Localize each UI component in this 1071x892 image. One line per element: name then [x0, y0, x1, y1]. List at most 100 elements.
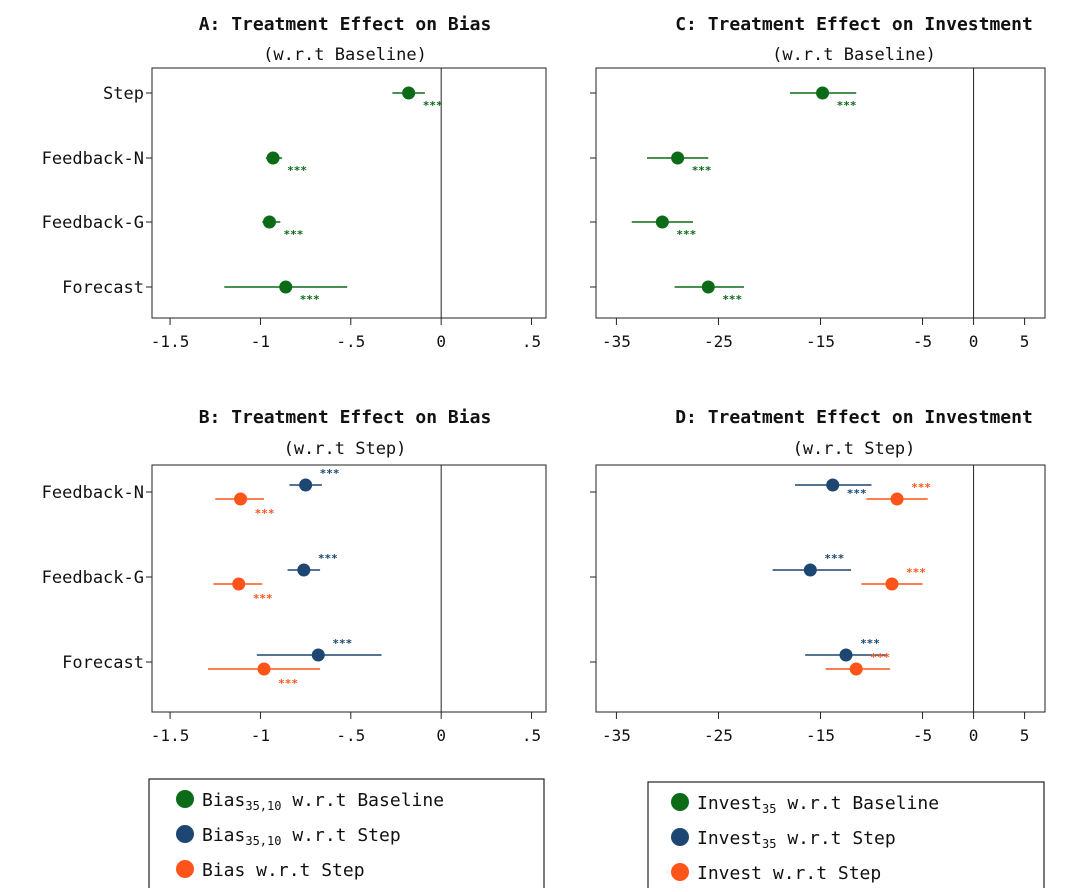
- panel-D-significance-stars: ***: [870, 651, 890, 664]
- panel-B-xtick-label: .5: [522, 726, 541, 745]
- panel-D-plot-area: [595, 464, 1046, 713]
- panel-C-xtick-label: -35: [602, 332, 631, 351]
- legend-label-sub: 35,10: [245, 834, 281, 848]
- panel-C-xtick-label: -5: [913, 332, 932, 351]
- panel-B-significance-stars: ***: [255, 507, 275, 520]
- legend-2-box: [647, 781, 1045, 891]
- legend-label-main: Bias: [202, 790, 245, 811]
- legend-label-sub: 35: [762, 802, 776, 816]
- panel-C-plot-area: [595, 67, 1046, 319]
- legend-label-rest: w.r.t Step: [281, 825, 400, 846]
- panel-B-xtick-label: -.5: [336, 726, 365, 745]
- panel-A-xtick-label: -1.5: [151, 332, 190, 351]
- panel-D-xtick-label: -15: [806, 726, 835, 745]
- legend-2-marker: [671, 828, 689, 846]
- panel-D-point: [826, 478, 840, 492]
- panel-C-xtick-label: -25: [704, 332, 733, 351]
- legend-1-label: Bias35,10 w.r.t Step: [202, 825, 401, 848]
- panel-A-plot-area: [151, 67, 547, 319]
- panel-C-point: [655, 215, 669, 229]
- panel-C-point: [701, 280, 715, 294]
- panel-A-xtick-label: -1: [251, 332, 270, 351]
- legend-label-rest: w.r.t Step: [776, 828, 895, 849]
- panel-A-xtick-label: -.5: [336, 332, 365, 351]
- panel-D-xtick-label: -5: [913, 726, 932, 745]
- legend-label-rest: w.r.t Baseline: [281, 790, 444, 811]
- panel-B-significance-stars: ***: [253, 592, 273, 605]
- panel-D-xtick-label: 5: [1020, 726, 1030, 745]
- panel-D-subtitle: (w.r.t Step): [793, 439, 916, 459]
- panel-C-significance-stars: ***: [692, 164, 712, 177]
- panel-C-point: [671, 151, 685, 165]
- panel-B-point: [299, 478, 313, 492]
- panel-D-point: [890, 492, 904, 506]
- legend-label-sub: 35: [762, 837, 776, 851]
- legend-label-main: Bias w.r.t Step: [202, 860, 365, 881]
- panel-B-plot-area: [151, 464, 547, 713]
- panel-D-significance-stars: ***: [860, 637, 880, 650]
- panel-A-point: [262, 215, 276, 229]
- legend-label-sub: 35,10: [245, 799, 281, 813]
- panel-D-xtick-label: -35: [602, 726, 631, 745]
- panel-B-subtitle: (w.r.t Step): [284, 439, 407, 459]
- panel-D-significance-stars: ***: [847, 487, 867, 500]
- panel-B-point: [311, 648, 325, 662]
- panel-A-ytick-label: Forecast: [62, 278, 144, 298]
- panel-A-ytick-label: Feedback-N: [42, 149, 144, 169]
- panel-A-significance-stars: ***: [284, 228, 304, 241]
- panel-D-point: [849, 662, 863, 676]
- panel-C-xtick-label: -15: [806, 332, 835, 351]
- panel-B-point: [232, 577, 246, 591]
- panel-A-point: [279, 280, 293, 294]
- legend-1-label: Bias w.r.t Step: [202, 860, 365, 881]
- panel-C-xtick-label: 0: [969, 332, 979, 351]
- panel-D-xtick-label: -25: [704, 726, 733, 745]
- panel-B-ytick-label: Feedback-N: [42, 483, 144, 503]
- panel-B-significance-stars: ***: [320, 467, 340, 480]
- legend-2-label: Invest35 w.r.t Step: [697, 828, 896, 851]
- legend-1-marker: [176, 790, 194, 808]
- panel-A-ytick-label: Step: [103, 84, 144, 104]
- legend-label-main: Invest w.r.t Step: [697, 863, 881, 884]
- legend-1-label: Bias35,10 w.r.t Baseline: [202, 790, 444, 813]
- panel-B-ytick-label: Forecast: [62, 653, 144, 673]
- panel-D-significance-stars: ***: [911, 481, 931, 494]
- panel-A-significance-stars: ***: [423, 99, 443, 112]
- panel-C-significance-stars: ***: [722, 293, 742, 306]
- legend-2-marker: [671, 793, 689, 811]
- panel-B-ytick-label: Feedback-G: [42, 568, 144, 588]
- legend-label-main: Invest: [697, 793, 762, 814]
- panel-D-significance-stars: ***: [906, 566, 926, 579]
- panel-C-xtick-label: 5: [1020, 332, 1030, 351]
- panel-B-significance-stars: ***: [278, 677, 298, 690]
- panel-A-significance-stars: ***: [300, 293, 320, 306]
- panel-A-point: [266, 151, 280, 165]
- panel-A-significance-stars: ***: [287, 164, 307, 177]
- panel-B-significance-stars: ***: [318, 552, 338, 565]
- panel-A-ytick-label: Feedback-G: [42, 213, 144, 233]
- panel-C-significance-stars: ***: [676, 228, 696, 241]
- panel-A-xtick-label: .5: [522, 332, 541, 351]
- panel-B-significance-stars: ***: [332, 637, 352, 650]
- panel-B-xtick-label: -1.5: [151, 726, 190, 745]
- panel-D-significance-stars: ***: [824, 552, 844, 565]
- panel-C-point: [816, 86, 830, 100]
- panel-A-subtitle: (w.r.t Baseline): [263, 45, 427, 65]
- panel-A-point: [402, 86, 416, 100]
- panel-D-point: [839, 648, 853, 662]
- panel-B-point: [297, 563, 311, 577]
- legend-1-marker: [176, 860, 194, 878]
- panel-B-point: [257, 662, 271, 676]
- legend-label-rest: w.r.t Baseline: [776, 793, 939, 814]
- panel-B-xtick-label: -1: [251, 726, 270, 745]
- panel-B-xtick-label: 0: [436, 726, 446, 745]
- panel-C-subtitle: (w.r.t Baseline): [772, 45, 936, 65]
- panel-D-title: D: Treatment Effect on Investment: [675, 407, 1033, 428]
- legend-2-label: Invest35 w.r.t Baseline: [697, 793, 939, 816]
- panel-D-point: [885, 577, 899, 591]
- panel-D-xtick-label: 0: [969, 726, 979, 745]
- panel-C-significance-stars: ***: [837, 99, 857, 112]
- legend-2-label: Invest w.r.t Step: [697, 863, 881, 884]
